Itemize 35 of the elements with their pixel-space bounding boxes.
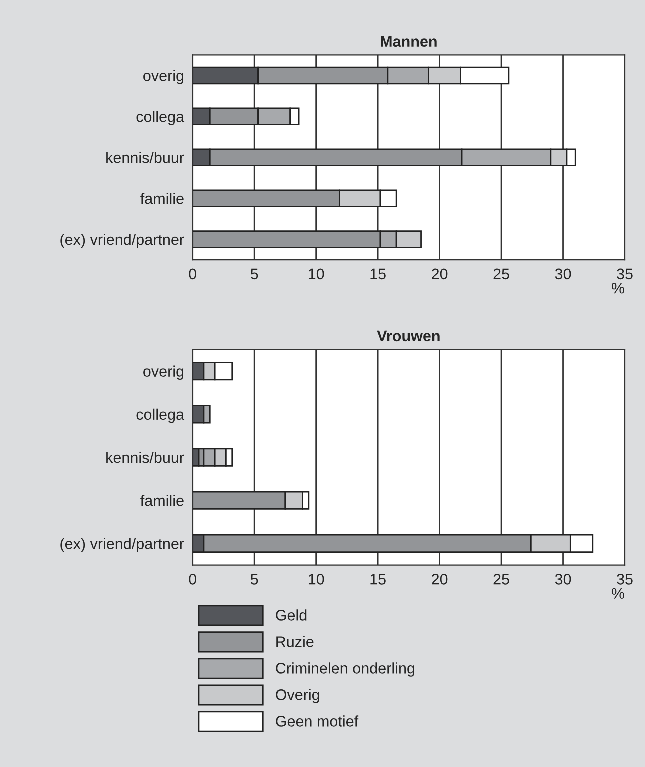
x-axis-title: % xyxy=(612,588,624,600)
x-tick-label: 20 xyxy=(432,574,448,585)
x-tick-label: 10 xyxy=(308,268,324,280)
x-tick-label: 35 xyxy=(617,268,633,280)
legend-label: Overig xyxy=(276,689,320,704)
chart-title: Vrouwen xyxy=(377,330,440,342)
y-tick-label: overig xyxy=(144,366,184,380)
y-tick-label: collega xyxy=(136,111,185,126)
x-tick-label: 5 xyxy=(250,268,258,280)
x-axis-title: % xyxy=(612,283,624,294)
y-tick-label: (ex) vriend/partner xyxy=(60,538,184,552)
x-tick-label: 10 xyxy=(308,574,324,585)
y-tick-label: kennis/buur xyxy=(106,452,184,464)
x-tick-label: 0 xyxy=(189,268,197,280)
x-tick-label: 30 xyxy=(555,574,572,585)
y-tick-label: collega xyxy=(136,408,185,424)
y-tick-label: familie xyxy=(140,495,184,506)
chart-title: Mannen xyxy=(381,36,437,48)
legend-label: Geld xyxy=(276,610,307,621)
x-tick-label: 25 xyxy=(494,574,510,585)
x-tick-label: 5 xyxy=(250,574,258,585)
y-tick-label: familie xyxy=(140,193,184,204)
y-tick-label: overig xyxy=(144,70,184,84)
legend-label: Ruzie xyxy=(276,636,314,648)
legend-label: Criminelen onderling xyxy=(276,662,414,677)
x-tick-label: 35 xyxy=(617,574,633,585)
x-tick-label: 25 xyxy=(494,268,510,280)
x-tick-label: 15 xyxy=(370,268,386,280)
legend-label: Geen motief xyxy=(276,716,359,727)
y-tick-label: kennis/buur xyxy=(106,152,184,164)
x-tick-label: 0 xyxy=(189,574,197,585)
y-tick-label: (ex) vriend/partner xyxy=(60,234,184,248)
x-tick-label: 15 xyxy=(370,574,386,585)
x-tick-label: 20 xyxy=(432,268,448,280)
x-tick-label: 30 xyxy=(555,268,572,280)
